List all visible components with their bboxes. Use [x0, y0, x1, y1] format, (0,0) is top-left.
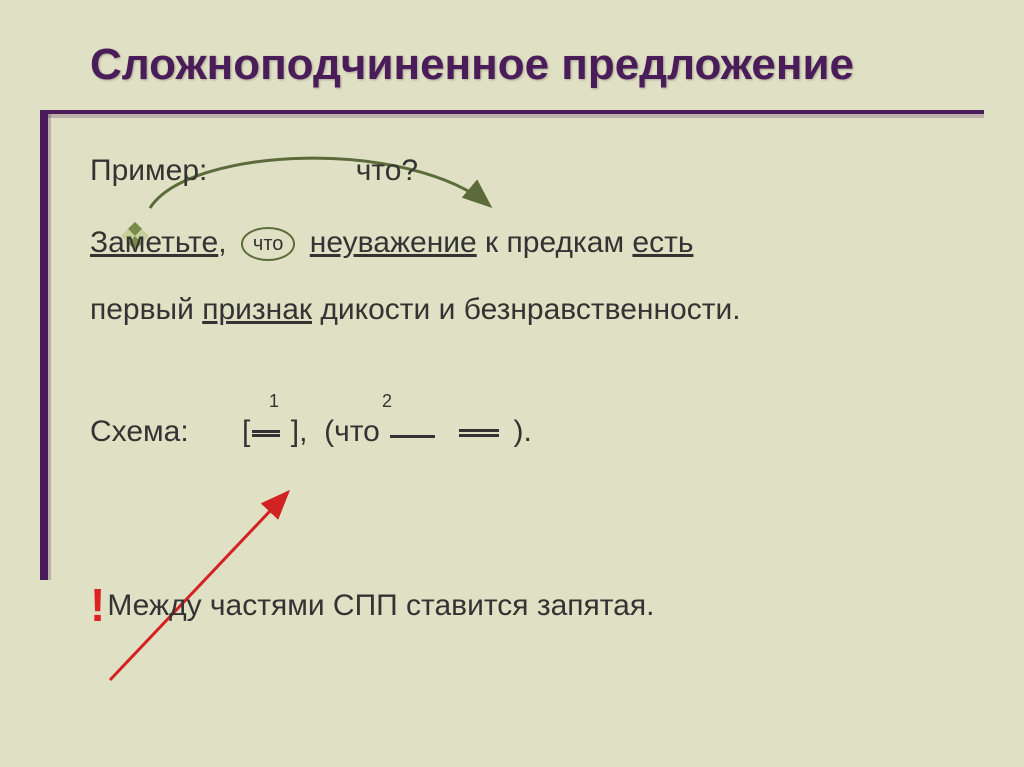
text-rest-line2: дикости и безнравственности. [312, 293, 741, 326]
exclaim-icon: ! [90, 579, 105, 631]
final-text: Между частями СПП ставится запятая. [107, 589, 654, 622]
example-label: Пример: [90, 150, 207, 192]
example-label-row: Пример: что? [90, 150, 964, 192]
word-est: есть [632, 226, 693, 259]
text-pervyi: первый [90, 293, 202, 326]
schema-label: Схема: [90, 411, 189, 453]
sentence-line-1: Заметьте, что неуважение к предкам есть [90, 222, 964, 264]
schema-conj-word: что [334, 415, 380, 448]
predicate-double-line-icon [252, 430, 280, 437]
circled-conjunction: что [241, 227, 295, 261]
schema-row: Схема: 1 2 [ ], (что ). [90, 411, 964, 453]
slide-title: Сложноподчиненное предложение [0, 40, 1024, 90]
text-k-predkam: к предкам [477, 226, 633, 259]
close-bracket: ] [291, 415, 299, 448]
horizontal-rule-shadow [40, 114, 984, 118]
open-paren: ( [324, 415, 334, 448]
slide: Сложноподчиненное предложение [0, 0, 1024, 767]
final-note: !Между частями СПП ставится запятая. [90, 573, 964, 637]
schema-body: 1 2 [ ], (что ). [217, 411, 532, 453]
subject-single-line-icon [390, 428, 435, 438]
open-bracket: [ [242, 415, 250, 448]
question-word: что? [356, 150, 418, 192]
predicate-double-line-icon-2 [459, 429, 499, 437]
superscript-1: 1 [269, 389, 279, 414]
word-zametite: Заметьте [90, 226, 218, 259]
comma: , [218, 226, 226, 259]
sentence-line-2: первый признак дикости и безнравственнос… [90, 289, 964, 331]
superscript-2: 2 [382, 389, 392, 414]
word-neuvazhenie: неуважение [310, 226, 477, 259]
left-vertical-bar [40, 110, 48, 580]
content-area: Пример: что? Заметьте, что неуважение к … [90, 150, 964, 637]
schema-comma: , [299, 415, 307, 448]
word-priznak: признак [202, 293, 312, 326]
close-paren: ). [513, 415, 531, 448]
